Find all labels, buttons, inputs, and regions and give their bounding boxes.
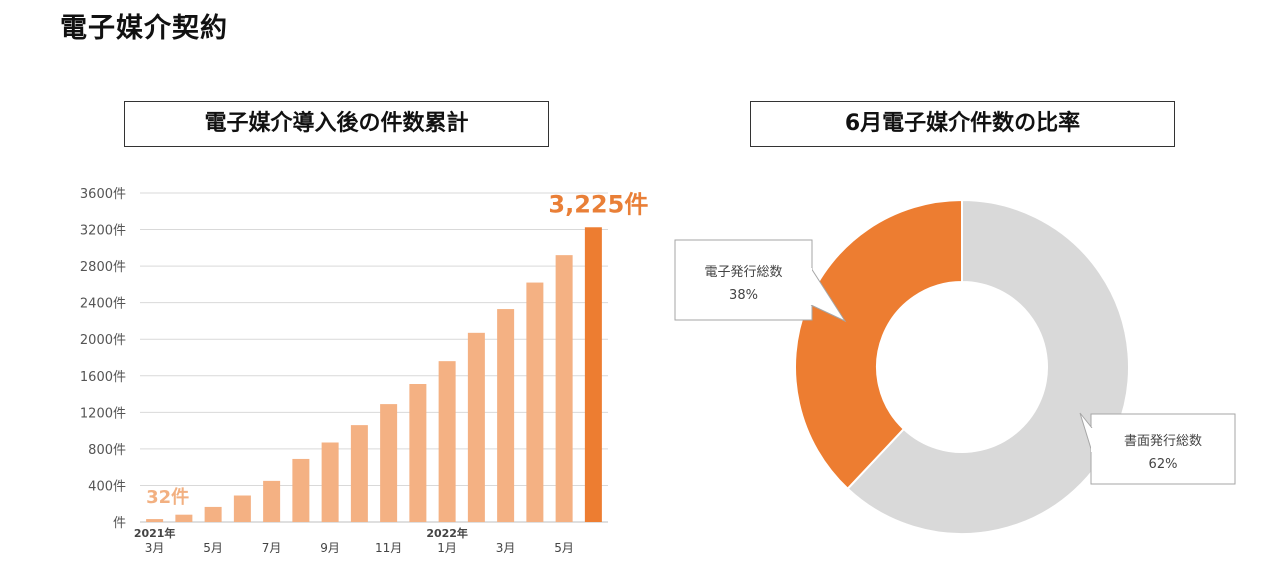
donut-slice: [846, 198, 1130, 535]
y-tick-label: 1200件: [80, 406, 126, 421]
y-tick-label: 800件: [88, 443, 126, 458]
callout-box: [1090, 413, 1236, 485]
x-tick-label: 3月: [496, 541, 516, 555]
x-year-label: 2022年: [426, 526, 468, 540]
bar-chart-title: 電子媒介導入後の件数累計: [124, 101, 549, 147]
bar: [233, 495, 251, 522]
bar: [380, 404, 398, 522]
bar: [175, 514, 193, 522]
bar: [292, 458, 310, 522]
donut-slice: [794, 198, 963, 491]
callout-box: [674, 239, 813, 321]
bar: [146, 519, 164, 522]
slice-label: 電子発行総数: [704, 265, 782, 280]
y-tick-label: 3200件: [80, 224, 126, 239]
slice-percent: 38%: [729, 288, 758, 303]
bar: [497, 309, 515, 522]
y-tick-label: 1600件: [80, 370, 126, 385]
bar: [409, 384, 427, 522]
bar: [321, 442, 339, 522]
callout-pointer: [1079, 412, 1093, 453]
x-year-label: 2021年: [134, 526, 176, 540]
bar: [584, 227, 602, 523]
x-tick-label: 9月: [320, 541, 340, 555]
bar: [204, 506, 222, 522]
x-tick-label: 7月: [262, 541, 282, 555]
x-tick-label: 3月: [145, 541, 165, 555]
bar: [526, 282, 544, 522]
callout-pointer: [810, 267, 847, 323]
y-tick-label: 3600件: [80, 187, 126, 202]
slice-label: 書面発行総数: [1124, 434, 1202, 449]
bar: [350, 425, 368, 522]
x-tick-label: 1月: [437, 541, 457, 555]
y-tick-label: 件: [113, 516, 126, 531]
first-value-annotation: 32件: [146, 486, 189, 508]
donut-chart-title: 6月電子媒介件数の比率: [750, 101, 1175, 147]
page-title: 電子媒介契約: [60, 13, 228, 44]
x-tick-label: 5月: [203, 541, 223, 555]
y-tick-label: 2800件: [80, 260, 126, 275]
slice-percent: 62%: [1149, 457, 1178, 472]
x-tick-label: 5月: [554, 541, 574, 555]
last-value-annotation: 3,225件: [548, 190, 648, 218]
y-tick-label: 2400件: [80, 297, 126, 312]
x-tick-label: 11月: [375, 541, 402, 555]
bar: [467, 332, 485, 522]
y-tick-label: 400件: [88, 479, 126, 494]
bar: [555, 255, 573, 522]
y-tick-label: 2000件: [80, 333, 126, 348]
bar: [438, 361, 456, 522]
bar: [263, 480, 281, 522]
